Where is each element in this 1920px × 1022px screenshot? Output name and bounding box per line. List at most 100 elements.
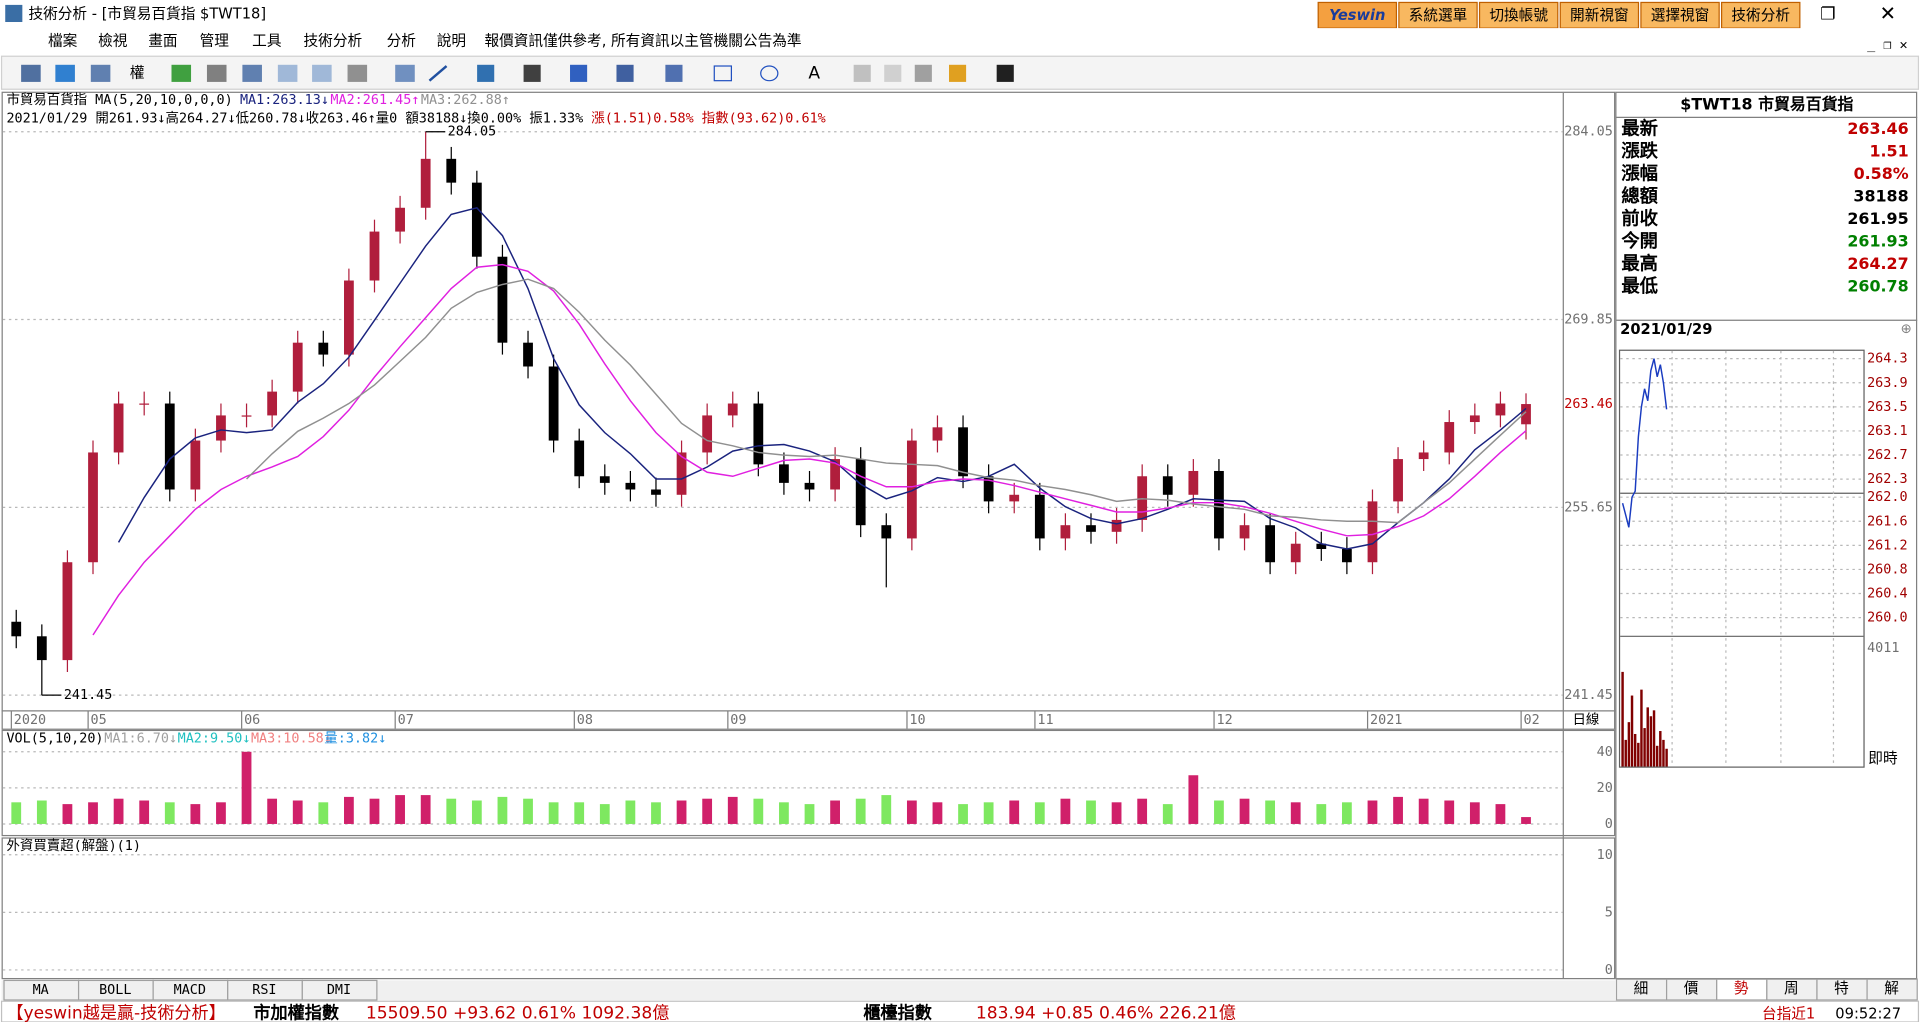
tool-icon[interactable] xyxy=(395,64,415,82)
candle-body xyxy=(395,207,405,232)
menu-item[interactable]: 工具 xyxy=(252,33,282,50)
menu-button[interactable] xyxy=(1559,1,1640,29)
quote-value: 1.51 xyxy=(1869,142,1908,161)
quote-label: 最高 xyxy=(1621,253,1658,275)
legend-entry: MA2:261.45↑ xyxy=(330,93,419,108)
tool-icon[interactable] xyxy=(884,64,902,82)
status-future: 台指近1 xyxy=(1762,1006,1815,1022)
menu-items: 檔案 檢視 畫面 管理 工具 技術分析 分析 說明 xyxy=(48,32,466,50)
tool-icon[interactable] xyxy=(277,64,298,82)
tool-icon[interactable] xyxy=(853,64,871,82)
tool-icon[interactable] xyxy=(996,64,1014,82)
tool-icon[interactable] xyxy=(523,64,541,82)
y-tick-label: 10 xyxy=(1597,848,1613,863)
quote-value: 0.58% xyxy=(1854,164,1909,183)
tool-icon[interactable] xyxy=(665,64,683,82)
menu-item[interactable]: 檔案 xyxy=(48,32,78,50)
tool-icon[interactable] xyxy=(760,65,779,82)
y-tick-label: 260.8 xyxy=(1867,562,1907,577)
tool-icon[interactable] xyxy=(90,64,111,82)
candle-body xyxy=(1265,525,1276,563)
volume-bar xyxy=(881,795,892,824)
indicator-tab-label[interactable]: MACD xyxy=(174,983,206,998)
menu-item[interactable]: 畫面 xyxy=(148,33,177,50)
menu-item[interactable]: 分析 xyxy=(387,33,417,50)
tool-icon[interactable] xyxy=(242,64,262,82)
panel-tab[interactable] xyxy=(1866,978,1918,1001)
volume-bar xyxy=(1188,775,1199,824)
candle-body xyxy=(1290,543,1301,563)
status-items: 市加權指數 15509.50 +93.62 0.61% 1092.38億 櫃檯指數 1… xyxy=(253,1002,1235,1022)
tool-icon[interactable] xyxy=(21,64,41,82)
status-bar xyxy=(0,1000,1920,1022)
volume-bar xyxy=(1652,710,1656,767)
menu-button-label[interactable]: 技術分析 xyxy=(1731,7,1790,24)
legend-entry: MA1:263.13↓ xyxy=(240,93,329,108)
indicator-tab-label[interactable]: RSI xyxy=(252,983,276,998)
period-label: 日線 xyxy=(1572,712,1599,728)
menu-button-label[interactable]: 系統選單 xyxy=(1409,7,1468,24)
candle-body xyxy=(1162,476,1173,495)
candle-body xyxy=(1009,494,1020,502)
menu-button-label[interactable]: 切換帳號 xyxy=(1489,7,1548,24)
tool-icon[interactable] xyxy=(55,64,75,82)
menu-item[interactable]: 技術分析 xyxy=(304,33,363,50)
menu-button[interactable] xyxy=(1640,1,1720,29)
candle-body xyxy=(446,158,457,183)
menu-button-label[interactable]: 選擇視窗 xyxy=(1651,6,1710,24)
indicator-tab[interactable] xyxy=(301,979,378,1001)
menu-button[interactable] xyxy=(1720,1,1801,29)
panel-tab-label[interactable]: 特 xyxy=(1834,980,1849,997)
mdi-controls[interactable]: _ ❐ ✕ xyxy=(1867,38,1907,53)
toolbar-label[interactable]: 權 xyxy=(130,64,145,81)
candle-body xyxy=(62,562,73,661)
menu-button-label[interactable]: 開新視窗 xyxy=(1570,6,1629,24)
menu-item[interactable]: 管理 xyxy=(200,33,230,50)
quote-label: 前收 xyxy=(1621,208,1658,230)
tool-icon[interactable] xyxy=(713,65,733,82)
y-tick-label: 262.3 xyxy=(1867,472,1907,487)
indicator-tab-label[interactable]: DMI xyxy=(327,983,351,998)
zoom-icon[interactable]: ⊕ xyxy=(1901,322,1912,337)
candle-body xyxy=(113,403,124,453)
tool-icon[interactable] xyxy=(428,65,448,82)
tool-icon[interactable] xyxy=(312,64,332,82)
volume-bar xyxy=(1646,707,1649,767)
volume-bar xyxy=(779,802,789,824)
restore-button[interactable]: ❐ xyxy=(1820,5,1835,25)
panel-tab-label[interactable]: 解 xyxy=(1884,980,1899,997)
tool-icon[interactable] xyxy=(171,64,192,82)
tool-icon[interactable] xyxy=(347,64,368,82)
status-time: 09:52:27 xyxy=(1835,1006,1901,1022)
logo-button[interactable] xyxy=(1317,1,1398,29)
menu-button[interactable] xyxy=(1478,1,1559,29)
panel-tab-label[interactable]: 價 xyxy=(1684,980,1699,997)
volume-bar xyxy=(1393,796,1403,824)
menu-item[interactable]: 檢視 xyxy=(98,33,128,50)
tool-icon[interactable] xyxy=(616,64,634,82)
indicator-tab-label[interactable]: BOLL xyxy=(99,983,131,998)
tool-icon[interactable] xyxy=(477,64,495,82)
tool-icon[interactable] xyxy=(206,64,227,82)
tool-icon[interactable] xyxy=(914,64,932,82)
tool-icon[interactable] xyxy=(570,64,588,82)
candle-body xyxy=(574,440,585,477)
volume-bar xyxy=(446,798,457,824)
tool-icon[interactable]: A xyxy=(808,63,820,83)
tool-icon[interactable] xyxy=(948,64,967,82)
candle-body xyxy=(1418,452,1429,460)
window-title: 技術分析 - [市貿易百貨指 $TWT18] xyxy=(28,6,266,23)
y-tick-label: 262.7 xyxy=(1867,448,1907,463)
menu-item[interactable]: 說明 xyxy=(437,33,466,50)
foreign-panel xyxy=(1,837,1616,980)
candle-body xyxy=(139,403,150,405)
panel-tab-label[interactable]: 周 xyxy=(1784,980,1799,997)
close-button[interactable]: ✕ xyxy=(1880,2,1896,25)
panel-tab-label[interactable]: 勢 xyxy=(1734,980,1749,997)
menu-button[interactable] xyxy=(1398,1,1478,29)
panel-tab-label[interactable]: 細 xyxy=(1634,980,1649,997)
toolbar-icons: A xyxy=(21,63,1014,83)
indicator-tab-label[interactable]: MA xyxy=(33,983,49,998)
candle-body xyxy=(369,231,380,281)
